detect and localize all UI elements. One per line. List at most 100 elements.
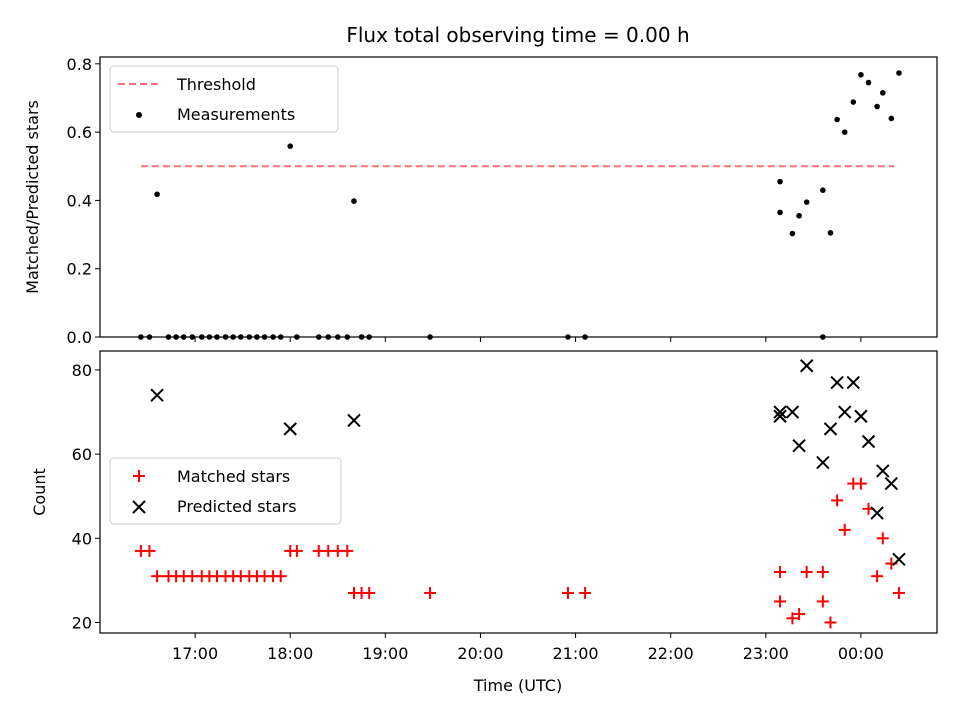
predicted-star-point <box>347 413 361 428</box>
matched-star-point <box>793 608 806 621</box>
predicted-star-point <box>823 422 838 436</box>
x-tick-label: 21:00 <box>553 644 599 663</box>
predicted-star-point <box>816 455 830 470</box>
legend-threshold-label: Threshold <box>176 75 256 94</box>
top-y-tick-label: 0.0 <box>67 328 92 347</box>
predicted-star-point <box>892 552 906 567</box>
matched-star-point <box>876 532 889 545</box>
measurement-point <box>154 191 160 198</box>
matched-star-point <box>561 587 574 600</box>
predicted-star-point <box>870 506 884 520</box>
matched-star-point <box>774 565 787 578</box>
predicted-star-point <box>830 375 844 390</box>
measurement-point <box>789 230 796 237</box>
x-tick-label: 19:00 <box>362 644 408 663</box>
predicted-star-point <box>792 438 806 453</box>
measurement-point <box>858 71 864 78</box>
legend-matched-swatch <box>133 470 145 482</box>
matched-star-point <box>424 587 437 600</box>
x-tick-label: 23:00 <box>743 644 789 663</box>
chart-title: Flux total observing time = 0.00 h <box>346 23 689 47</box>
matched-star-point <box>774 595 787 608</box>
bottom-y-tick-label: 80 <box>72 361 92 380</box>
matched-star-point <box>800 565 813 578</box>
measurement-point <box>879 90 886 96</box>
x-tick-label: 22:00 <box>648 644 694 663</box>
measurement-point <box>777 178 783 185</box>
bottom-y-tick-label: 40 <box>72 529 92 548</box>
matched-star-point <box>816 565 829 578</box>
top-y-tick-label: 0.6 <box>67 123 92 142</box>
top-axes-frame <box>99 56 938 338</box>
predicted-star-point <box>846 375 861 390</box>
top-y-tick-label: 0.2 <box>67 260 92 279</box>
bottom-y-axis-label: Count <box>30 468 49 516</box>
top-y-tick-label: 0.8 <box>67 55 92 74</box>
bottom-ticks: 20 40 60 80 17:00 18:00 19:00 20:00 21:00 22:00 23… <box>72 361 884 663</box>
measurement-point <box>834 116 840 123</box>
x-tick-label: 20:00 <box>457 644 503 663</box>
measurement-point <box>888 115 895 122</box>
predicted-star-point <box>861 434 876 449</box>
predicted-star-point <box>799 359 814 373</box>
x-tick-label: 18:00 <box>267 644 313 663</box>
matched-star-point <box>341 544 354 557</box>
measurement-point <box>287 143 294 149</box>
predicted-star-point <box>773 405 787 419</box>
predicted-star-point <box>876 464 890 478</box>
measurement-point <box>827 230 834 236</box>
measurement-point <box>874 103 880 110</box>
legend-measurements-swatch <box>136 112 142 118</box>
matched-star-point <box>151 570 164 583</box>
x-axis-label: Time (UTC) <box>473 676 562 695</box>
top-y-tick-label: 0.4 <box>67 191 92 210</box>
legend-predicted-swatch <box>132 500 146 514</box>
matched-star-point <box>892 587 905 600</box>
measurement-point <box>850 99 857 105</box>
predicted-star-point <box>150 388 164 402</box>
top-legend: Threshold Measurements <box>109 65 339 133</box>
bottom-y-tick-label: 60 <box>72 445 92 464</box>
predicted-star-point <box>773 409 787 423</box>
matched-star-point <box>786 612 799 625</box>
matched-star-point <box>854 477 867 490</box>
measurement-point <box>896 70 902 76</box>
top-legend-box <box>109 65 339 133</box>
predicted-star-point <box>854 409 868 423</box>
x-tick-label: 17:00 <box>172 644 218 663</box>
top-panel: 0.00.20.40.60.8 Matched/Predicted stars … <box>23 55 938 347</box>
measurement-point <box>803 199 810 205</box>
matched-star-point <box>579 587 592 600</box>
matched-star-point <box>831 494 844 507</box>
matched-star-point <box>290 544 303 557</box>
bottom-y-tick-label: 20 <box>72 613 92 632</box>
bottom-legend-box <box>109 457 342 525</box>
measurement-point <box>841 129 848 135</box>
predicted-star-point <box>283 422 297 436</box>
measurement-point <box>351 198 357 204</box>
legend-measurements-label: Measurements <box>177 105 295 124</box>
matched-star-point <box>274 570 287 583</box>
matched-star-point <box>838 523 851 536</box>
legend-predicted-label: Predicted stars <box>177 497 297 516</box>
predicted-star-point <box>884 476 899 491</box>
measurement-point <box>796 212 802 219</box>
legend-matched-label: Matched stars <box>177 467 290 486</box>
matched-star-point <box>816 595 829 608</box>
measurement-point <box>820 187 826 193</box>
x-tick-label: 00:00 <box>838 644 884 663</box>
predicted-star-point <box>785 405 800 419</box>
matched-star-point <box>143 544 156 557</box>
measurement-point <box>865 79 872 86</box>
bottom-panel: 20 40 60 80 17:00 18:00 19:00 20:00 21:00 22:00 23… <box>30 350 938 695</box>
top-y-axis-label: Matched/Predicted stars <box>23 100 42 294</box>
bottom-series-layer <box>134 359 906 629</box>
top-ticks: 0.0 0.2 0.4 0.6 0.8 <box>67 55 862 347</box>
bottom-legend: Matched stars Predicted stars <box>109 457 342 525</box>
bottom-axes-frame <box>99 350 938 634</box>
matched-star-point <box>824 616 837 629</box>
measurement-point <box>777 209 783 216</box>
matched-star-point <box>871 570 884 583</box>
matched-star-point <box>363 587 376 600</box>
